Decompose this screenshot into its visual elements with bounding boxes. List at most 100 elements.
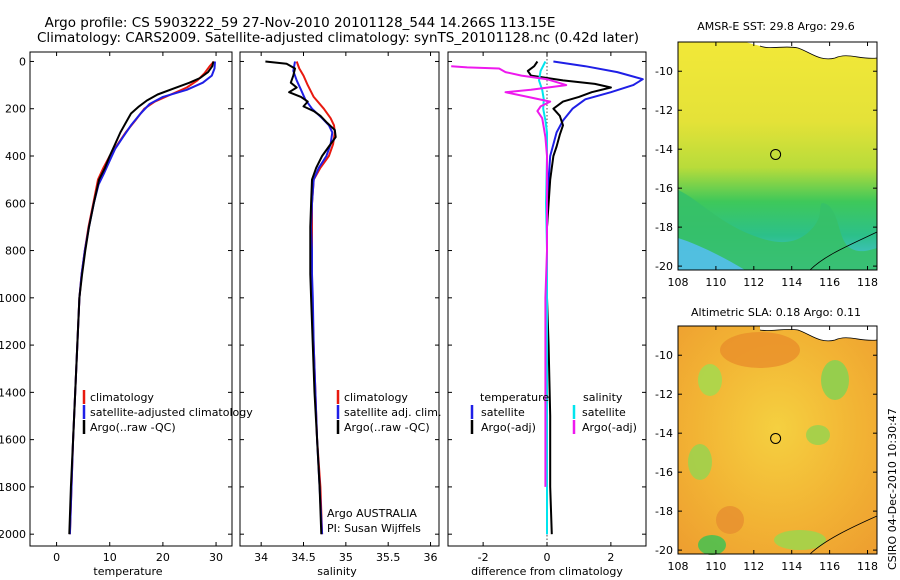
sla-map-low-anomaly — [821, 360, 849, 400]
sla-map-low-anomaly — [698, 535, 726, 555]
map-x-tick-label: 110 — [705, 560, 726, 573]
series-line-satellite-adj-clim- — [292, 61, 334, 535]
difference-legend-title-salinity: salinity — [583, 391, 623, 404]
salinity-legend-label-climatology: climatology — [344, 391, 408, 404]
timestamp-stamp: CSIRO 04-Dec-2010 10:30:47 — [886, 408, 899, 570]
map-x-tick-label: 114 — [781, 560, 802, 573]
difference-panel: -2 0 2 difference from climatology tempera… — [447, 51, 647, 578]
sla-map-high-anomaly — [720, 332, 800, 368]
salinity-legend-label-satellite: satellite adj. clim. — [344, 406, 441, 419]
sst-map-frame — [677, 41, 878, 271]
map-x-tick-label: 112 — [743, 560, 764, 573]
sst-map-tick-group: 108 110 112 114 116 118 -10 -12 -14 -16 -18 -20 — [655, 42, 878, 289]
sst-map-profile-marker — [770, 148, 782, 160]
y-tick-label: 400 — [5, 150, 26, 163]
salinity-series-group — [265, 60, 337, 535]
map-y-tick-label: -20 — [655, 544, 673, 557]
sla-map-land-mask — [760, 326, 877, 341]
y-tick-label: 200 — [5, 103, 26, 116]
temperature-tick-group: 0 10 20 30 0 200 400 600 800 1000 1200 1400 1600 1800… — [0, 52, 232, 564]
y-tick-label: 1600 — [0, 434, 26, 447]
x-tick-label: 10 — [103, 551, 117, 564]
x-tick-label: -2 — [478, 551, 489, 564]
salinity-tick-group: 34 34.5 35 35.5 36 — [240, 52, 439, 564]
difference-legend-label-temp-satellite: satellite — [481, 406, 525, 419]
x-tick-label: 0 — [53, 551, 60, 564]
map-y-tick-label: -12 — [655, 388, 673, 401]
y-tick-label: 1800 — [0, 481, 26, 494]
map-x-tick-label: 112 — [743, 276, 764, 289]
x-tick-label: 35.5 — [376, 551, 401, 564]
map-x-tick-label: 108 — [668, 560, 689, 573]
x-tick-label: 34 — [254, 551, 268, 564]
series-line-temperature-argo-adj- — [526, 60, 612, 535]
difference-xlabel: difference from climatology — [471, 565, 623, 578]
map-y-tick-label: -14 — [655, 143, 673, 156]
map-y-tick-label: -12 — [655, 104, 673, 117]
temperature-axes-frame — [29, 51, 233, 547]
temperature-xlabel: temperature — [93, 565, 162, 578]
temperature-panel: 0 10 20 30 0 200 400 600 800 1000 1200 1400 1600 1800… — [0, 51, 253, 578]
difference-legend-label-temp-argo: Argo(-adj) — [481, 421, 536, 434]
map-y-tick-label: -14 — [655, 427, 673, 440]
x-tick-label: 30 — [209, 551, 223, 564]
difference-legend-title-temperature: temperature — [480, 391, 549, 404]
salinity-annotation-pi: PI: Susan Wijffels — [327, 522, 421, 535]
series-line-argo-raw-qc- — [68, 61, 215, 535]
map-x-tick-label: 118 — [857, 276, 878, 289]
map-x-tick-label: 116 — [819, 276, 840, 289]
salinity-xlabel: salinity — [317, 565, 357, 578]
sla-map-panel: Altimetric SLA: 0.18 Argo: 0.11 108 110 11… — [655, 306, 878, 573]
sla-map-southern-coast — [809, 515, 878, 555]
map-y-tick-label: -18 — [655, 221, 673, 234]
map-x-tick-label: 110 — [705, 276, 726, 289]
y-tick-label: 2000 — [0, 528, 26, 541]
map-x-tick-label: 118 — [857, 560, 878, 573]
difference-legend-label-sal-satellite: satellite — [582, 406, 626, 419]
salinity-legend-label-argo: Argo(..raw -QC) — [344, 421, 430, 434]
x-tick-label: 20 — [156, 551, 170, 564]
series-line-climatology — [295, 61, 336, 535]
map-y-tick-label: -10 — [655, 349, 673, 362]
sla-map-profile-marker — [770, 432, 782, 444]
y-tick-label: 1200 — [0, 339, 26, 352]
sla-map-title: Altimetric SLA: 0.18 Argo: 0.11 — [691, 306, 861, 319]
sla-map-low-anomaly — [688, 444, 712, 480]
map-x-tick-label: 116 — [819, 560, 840, 573]
y-tick-label: 800 — [5, 245, 26, 258]
y-tick-label: 0 — [19, 55, 26, 68]
difference-legend: temperature satellite Argo(-adj) salinit… — [470, 391, 637, 434]
sst-map-coolest-region — [678, 238, 745, 270]
series-line-salinity-satellite — [538, 61, 548, 535]
difference-tick-group: -2 0 2 — [448, 52, 646, 564]
sst-map-cool-tongue — [678, 190, 877, 270]
temperature-series-group — [68, 60, 216, 535]
map-y-tick-label: -20 — [655, 260, 673, 273]
temperature-legend-label-satellite: satellite-adjusted climatology — [90, 406, 253, 419]
x-tick-label: 2 — [607, 551, 614, 564]
map-x-tick-label: 108 — [668, 276, 689, 289]
sla-map-tick-group: 108 110 112 114 116 118 -10 -12 -14 -16 -18 -20 — [655, 326, 878, 573]
map-x-tick-label: 114 — [781, 276, 802, 289]
x-tick-label: 36 — [424, 551, 438, 564]
difference-series-group — [451, 60, 644, 535]
salinity-panel: 34 34.5 35 35.5 36 salinity climatology sate… — [239, 51, 441, 578]
series-line-satellite-adjusted-climatology — [68, 61, 216, 535]
temperature-legend-label-climatology: climatology — [90, 391, 154, 404]
y-tick-label: 1400 — [0, 386, 26, 399]
x-tick-label: 35 — [339, 551, 353, 564]
sst-map-title: AMSR-E SST: 29.8 Argo: 29.6 — [697, 20, 855, 33]
map-y-tick-label: -18 — [655, 505, 673, 518]
y-tick-label: 1000 — [0, 292, 26, 305]
difference-legend-label-sal-argo: Argo(-adj) — [582, 421, 637, 434]
sst-map-coastline — [759, 45, 878, 60]
sla-map-low-anomaly — [774, 530, 826, 550]
figure-title-line1: Argo profile: CS 5903222_59 27-Nov-2010 … — [45, 15, 556, 31]
salinity-axes-frame — [239, 51, 440, 547]
sla-map-low-anomaly — [698, 364, 722, 396]
map-y-tick-label: -16 — [655, 466, 673, 479]
salinity-legend: climatology satellite adj. clim. Argo(..… — [336, 390, 441, 434]
sla-map-low-anomaly — [806, 425, 830, 445]
map-y-tick-label: -16 — [655, 182, 673, 195]
